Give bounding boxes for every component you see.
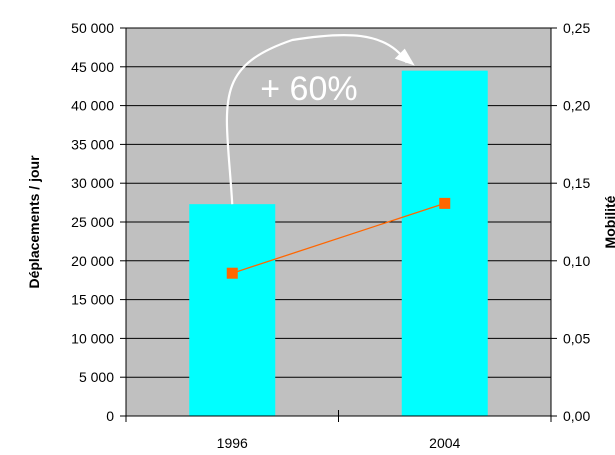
y2-axis-ticks: 0,00 0,05 0,10 0,15 0,20 0,25: [551, 20, 590, 424]
y2-tick-label: 0,25: [563, 20, 590, 36]
y-tick-label: 20 000: [71, 253, 114, 269]
y-tick-label: 40 000: [71, 98, 114, 114]
growth-annotation: + 60%: [225, 33, 415, 205]
y2-tick-label: 0,00: [563, 408, 590, 424]
y-tick-label: 30 000: [71, 175, 114, 191]
y-tick-label: 15 000: [71, 292, 114, 308]
y-tick-label: 50 000: [71, 20, 114, 36]
annotation-arrow: [225, 33, 408, 205]
y-tick-label: 25 000: [71, 214, 114, 230]
y-tick-label: 45 000: [71, 59, 114, 75]
y-tick-label: 35 000: [71, 136, 114, 152]
arrowhead-icon: [394, 48, 415, 66]
bar: [189, 204, 276, 416]
bar: [401, 70, 488, 417]
y2-tick-label: 0,15: [563, 175, 590, 191]
y2-axis-title: Mobilité: [602, 195, 615, 248]
y2-tick-label: 0,05: [563, 330, 590, 346]
y-tick-label: 5 000: [79, 369, 114, 385]
bars: [189, 70, 488, 417]
x-tick-label: 1996: [217, 435, 248, 451]
data-point: [226, 267, 238, 279]
y-tick-label: 10 000: [71, 330, 114, 346]
line-series: [226, 197, 451, 279]
x-tick-label: 2004: [429, 435, 460, 451]
series-line: [232, 202, 445, 274]
y-axis-title: Déplacements / jour: [26, 155, 42, 289]
y2-tick-label: 0,20: [563, 98, 590, 114]
annotation-text: + 60%: [260, 70, 357, 108]
data-point: [439, 197, 451, 209]
y-axis-ticks: 0 5 000 10 000 15 000 20 000 25 000 30 000 35 0…: [71, 20, 126, 424]
y-tick-label: 0: [106, 408, 114, 424]
y2-tick-label: 0,10: [563, 253, 590, 269]
x-axis-ticks: 1996 2004: [125, 410, 552, 451]
